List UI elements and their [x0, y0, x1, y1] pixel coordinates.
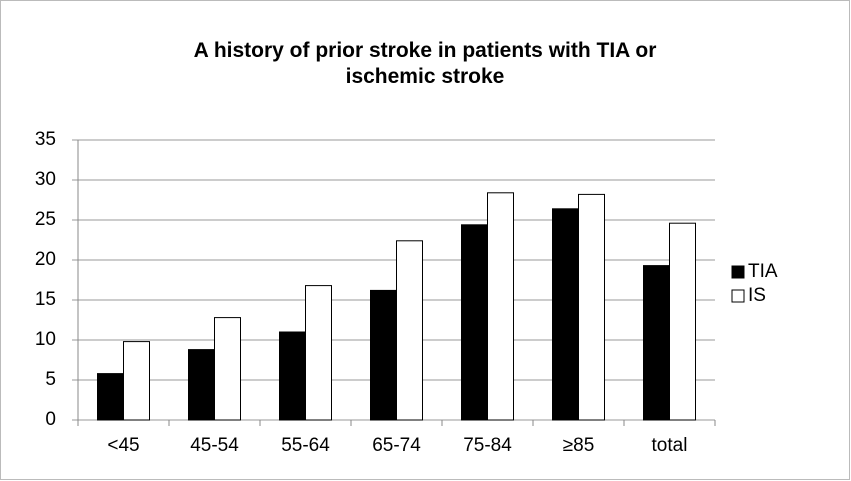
bar [552, 208, 579, 421]
y-tick-label: 35 [35, 129, 56, 150]
x-tick-label: 55-64 [281, 435, 330, 456]
bar [279, 331, 306, 421]
legend-label: IS [748, 285, 766, 306]
legend-swatch [731, 289, 745, 303]
y-tick-label: 15 [35, 289, 56, 310]
bar [97, 373, 124, 421]
bar [214, 317, 241, 421]
x-tick-label: ≥85 [563, 435, 595, 456]
y-tick-label: 25 [35, 209, 56, 230]
x-tick-label: 75-84 [463, 435, 512, 456]
bar [305, 285, 332, 421]
x-tick-label: 45-54 [190, 435, 239, 456]
x-tick-label: total [652, 435, 688, 456]
legend-label: TIA [748, 261, 778, 282]
bar [396, 240, 423, 421]
bar [487, 192, 514, 421]
x-tick-label: <45 [107, 435, 139, 456]
bar [643, 265, 670, 421]
bar [578, 193, 605, 421]
bar [123, 341, 150, 421]
x-tick-label: 65-74 [372, 435, 421, 456]
legend-swatch [731, 265, 745, 279]
y-tick-label: 10 [35, 329, 56, 350]
y-tick-label: 5 [45, 369, 56, 390]
chart-title: A history of prior stroke in patients wi… [193, 39, 657, 88]
bar [461, 224, 488, 421]
y-tick-label: 0 [45, 409, 56, 430]
bar [370, 289, 397, 421]
y-tick-label: 20 [35, 249, 56, 270]
y-tick-label: 30 [35, 169, 56, 190]
bar [188, 349, 215, 421]
bar [669, 222, 696, 421]
